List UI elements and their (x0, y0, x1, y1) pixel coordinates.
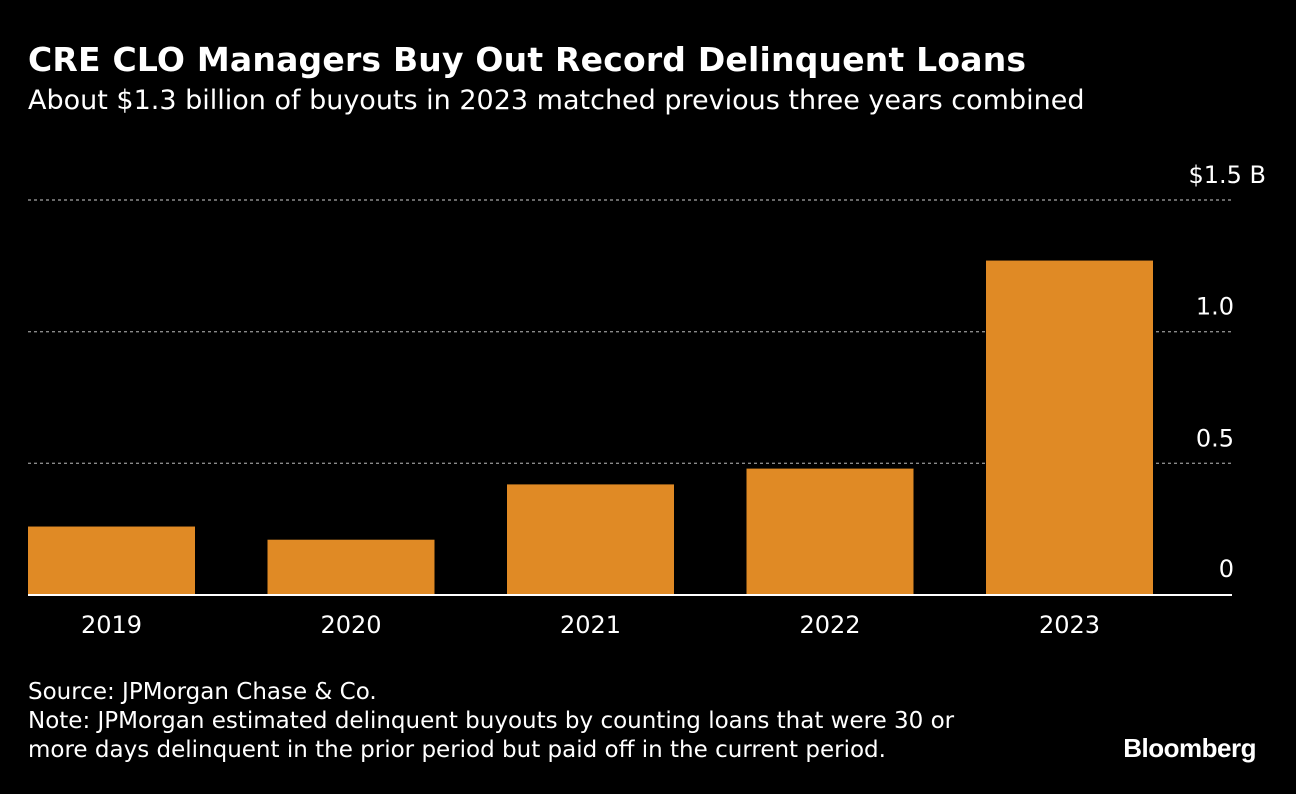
note-line-2: more days delinquent in the prior period… (28, 737, 886, 763)
y-tick-label: 0.5 (1196, 424, 1234, 452)
labels: 0 0.5 1.0 $1.5 B 2019 2020 2021 2022 2023 (81, 161, 1266, 639)
chart-title: CRE CLO Managers Buy Out Record Delinque… (28, 40, 1027, 79)
y-tick-label: $1.5 B (1188, 161, 1266, 189)
y-tick-label: 1.0 (1196, 293, 1234, 321)
chart-subtitle: About $1.3 billion of buyouts in 2023 ma… (28, 85, 1085, 116)
bar-chart: 0 0.5 1.0 $1.5 B 2019 2020 2021 2022 2023 (28, 161, 1266, 639)
x-tick-label-2019: 2019 (81, 611, 142, 639)
x-tick-label-2021: 2021 (560, 611, 621, 639)
bar-2019 (28, 526, 195, 595)
footer-notes: Source: JPMorgan Chase & Co. Note: JPMor… (28, 678, 954, 765)
bloomberg-logo: Bloomberg (1123, 733, 1256, 763)
source-note: Source: JPMorgan Chase & Co. (28, 679, 377, 705)
bar-2023 (986, 260, 1153, 595)
x-tick-label-2023: 2023 (1039, 611, 1100, 639)
x-tick-label-2022: 2022 (799, 611, 860, 639)
bar-2022 (746, 468, 914, 595)
x-tick-label-2020: 2020 (320, 611, 381, 639)
bar-2021 (507, 484, 674, 595)
bars (28, 260, 1153, 595)
note-line-1: Note: JPMorgan estimated delinquent buyo… (28, 708, 955, 734)
y-tick-label: 0 (1219, 555, 1234, 583)
bar-2020 (267, 539, 435, 595)
